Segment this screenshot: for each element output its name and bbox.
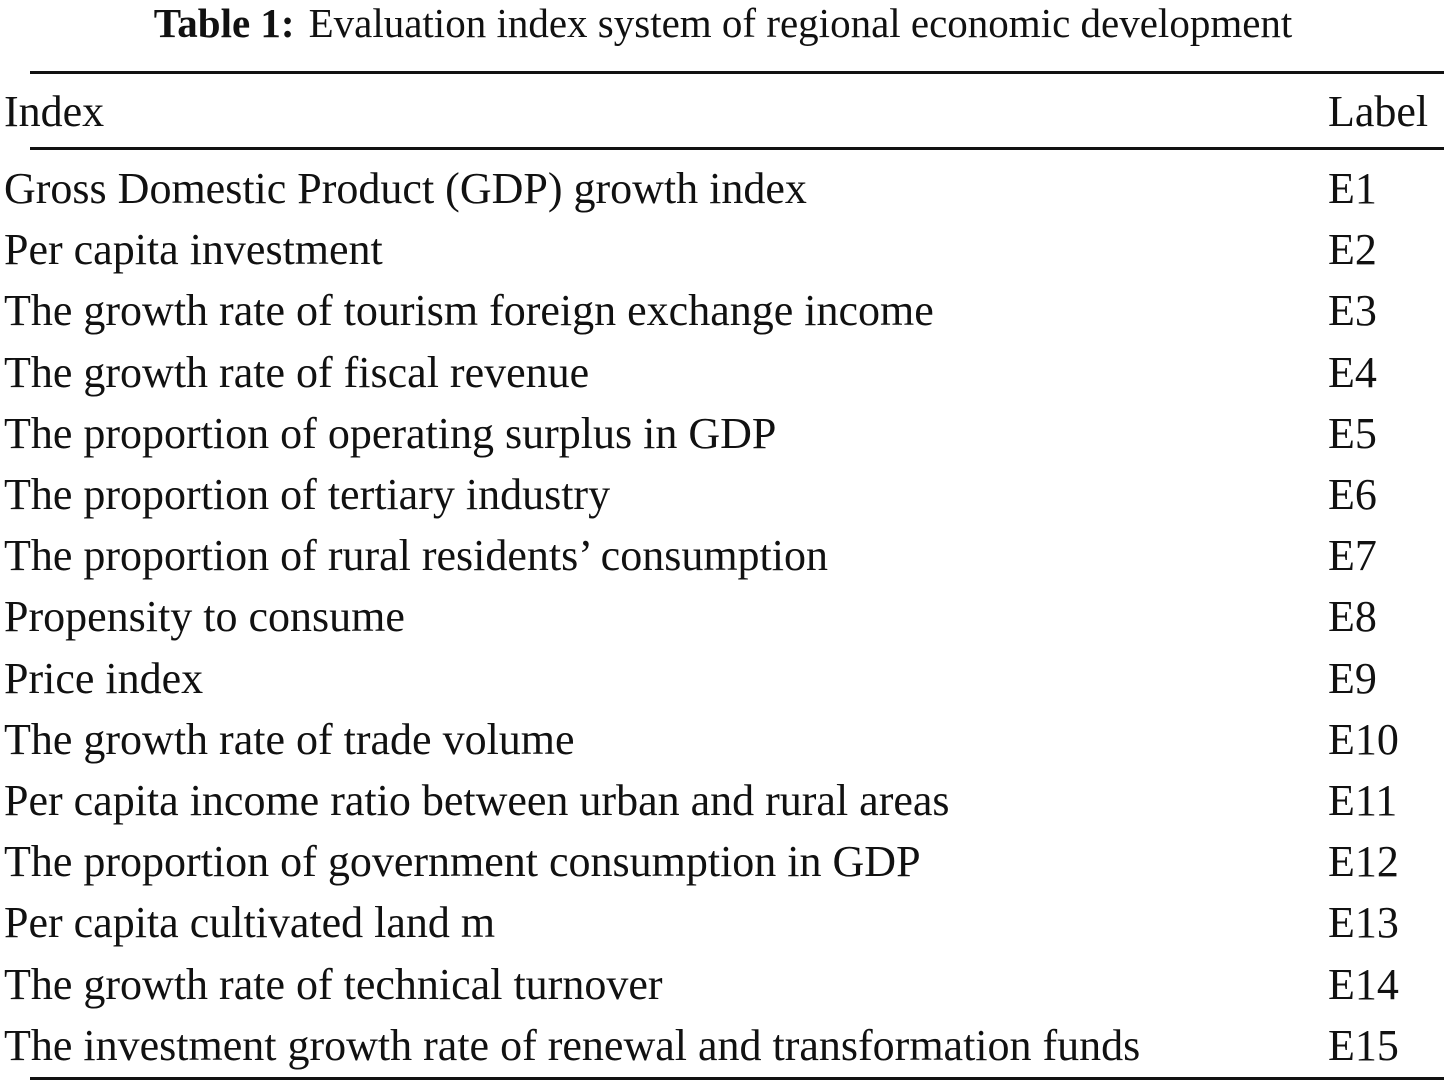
- table-row: The proportion of rural residents’ consu…: [0, 525, 1446, 586]
- label-cell: E1: [1328, 164, 1377, 213]
- table-row: The investment growth rate of renewal an…: [0, 1015, 1446, 1076]
- label-cell: E3: [1328, 286, 1377, 336]
- table-row: Gross Domestic Product (GDP) growth inde…: [0, 158, 1446, 219]
- label-cell: E4: [1328, 347, 1377, 397]
- index-cell: The growth rate of trade volume: [4, 714, 575, 764]
- table-number: Table 1:: [153, 0, 295, 46]
- index-cell: The proportion of rural residents’ consu…: [4, 531, 828, 581]
- table-row: The growth rate of technical turnover E14: [0, 954, 1446, 1015]
- label-cell: E5: [1328, 408, 1377, 458]
- label-cell: E12: [1328, 837, 1399, 887]
- table-row: The proportion of tertiary industry E6: [0, 464, 1446, 525]
- index-cell: The proportion of tertiary industry: [4, 470, 611, 519]
- column-header-label: Label: [1328, 87, 1429, 136]
- label-cell: E13: [1328, 898, 1399, 948]
- table-row: Propensity to consume E8: [0, 586, 1446, 647]
- index-cell: Price index: [4, 653, 204, 703]
- label-cell: E8: [1328, 592, 1377, 642]
- index-cell: The growth rate of technical turnover: [4, 959, 663, 1009]
- table-row: The proportion of government consumption…: [0, 831, 1446, 892]
- index-cell: Gross Domestic Product (GDP) growth inde…: [4, 164, 807, 213]
- label-cell: E2: [1328, 225, 1377, 275]
- table-row: Per capita investment E2: [0, 219, 1446, 280]
- index-cell: Per capita investment: [4, 225, 383, 275]
- table-row: The proportion of operating surplus in G…: [0, 403, 1446, 464]
- table-top-rule: [30, 71, 1444, 74]
- index-cell: Per capita income ratio between urban an…: [4, 776, 950, 825]
- column-header-index: Index: [4, 87, 105, 136]
- index-cell: The proportion of government consumption…: [4, 837, 921, 887]
- label-cell: E14: [1328, 959, 1399, 1009]
- table-row: The growth rate of fiscal revenue E4: [0, 342, 1446, 403]
- table-row: Price index E9: [0, 648, 1446, 709]
- label-cell: E11: [1328, 776, 1398, 825]
- label-cell: E7: [1328, 531, 1377, 581]
- label-cell: E9: [1328, 653, 1377, 703]
- label-cell: E15: [1328, 1020, 1399, 1070]
- table-row: The growth rate of trade volume E10: [0, 709, 1446, 770]
- index-cell: Propensity to consume: [4, 592, 405, 642]
- table-header-row: Index Label: [0, 84, 1446, 140]
- index-cell: The investment growth rate of renewal an…: [4, 1020, 1141, 1070]
- index-cell: The growth rate of fiscal revenue: [4, 347, 590, 397]
- label-cell: E10: [1328, 714, 1399, 764]
- table-title: Evaluation index system of regional econ…: [308, 0, 1293, 46]
- table-header-rule: [30, 147, 1444, 150]
- label-cell: E6: [1328, 470, 1377, 519]
- table-row: The growth rate of tourism foreign excha…: [0, 280, 1446, 341]
- table-caption: Table 1: Evaluation index system of regio…: [0, 0, 1446, 50]
- table-row: Per capita income ratio between urban an…: [0, 770, 1446, 831]
- index-cell: The growth rate of tourism foreign excha…: [4, 286, 934, 336]
- table-bottom-rule: [30, 1077, 1444, 1080]
- index-cell: Per capita cultivated land m: [4, 898, 496, 948]
- table-row: Per capita cultivated land m E13: [0, 892, 1446, 953]
- index-cell: The proportion of operating surplus in G…: [4, 408, 777, 458]
